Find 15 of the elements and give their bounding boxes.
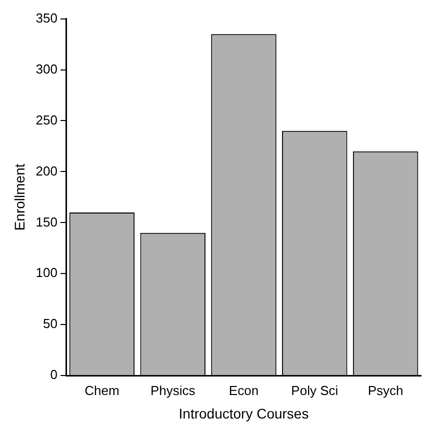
y-tick-label: 200 (36, 163, 58, 178)
x-tick-label: Poly Sci (291, 382, 338, 398)
x-tick-label: Psych (368, 382, 404, 398)
x-tick-label: Physics (150, 382, 196, 398)
y-tick-label: 50 (43, 316, 58, 332)
x-tick-label: Econ (228, 382, 259, 398)
y-tick-label: 250 (36, 112, 58, 128)
y-tick-label: 100 (36, 265, 58, 280)
y-axis-title: Enrollment (11, 164, 28, 231)
y-tick-label: 300 (36, 61, 58, 76)
x-tick-label: Chem (84, 382, 120, 398)
x-axis-title: Introductory Courses (178, 405, 309, 422)
y-tick-label: 350 (36, 10, 58, 26)
y-tick-label: 150 (36, 214, 58, 230)
y-tick-label: 0 (50, 367, 58, 382)
